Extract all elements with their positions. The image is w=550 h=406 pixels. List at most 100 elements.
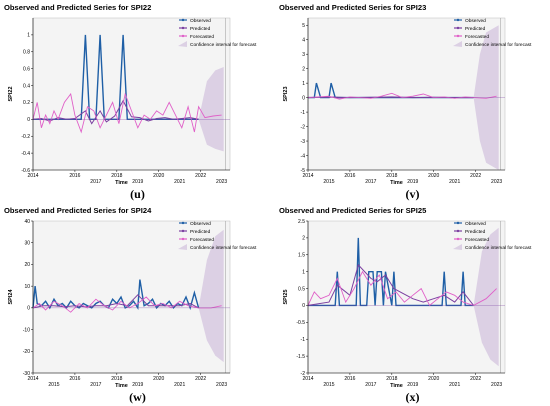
x-tick-label: 2021 xyxy=(174,382,185,388)
legend-marker-predicted xyxy=(181,229,185,233)
x-tick-label: 2021 xyxy=(174,179,185,185)
x-axis-label: Time xyxy=(390,383,403,389)
x-tick-label: 2019 xyxy=(132,179,143,185)
y-tick-label: -2 xyxy=(301,371,306,377)
chart-canvas-spi23: -5 -4 -3 -2 -1 0 1 2 3 4 5 2014 2016 2018 2020 2022 2015… xyxy=(283,17,532,186)
legend-label: Forecasted xyxy=(465,34,489,40)
x-tick-label: 2019 xyxy=(407,382,418,388)
x-tick-label: 2023 xyxy=(216,179,227,185)
plot-area xyxy=(307,17,506,171)
x-tick-label: 2021 xyxy=(449,382,460,388)
legend-marker-forecasted xyxy=(456,34,460,38)
y-tick-label: 2 xyxy=(302,236,305,242)
y-tick-label: 0 xyxy=(27,117,30,123)
y-tick-label: 0.2 xyxy=(23,100,30,106)
x-tick-label: 2015 xyxy=(323,179,334,185)
y-tick-label: -5 xyxy=(301,168,306,174)
series-line-observed xyxy=(32,279,200,311)
series-line-predicted xyxy=(32,294,199,309)
panel-label: (u) xyxy=(130,187,145,201)
y-tick-label: 4 xyxy=(302,38,305,44)
y-tick-label: 1.5 xyxy=(298,253,305,259)
x-axis-label: Time xyxy=(115,383,128,389)
y-axis-label: SPI23 xyxy=(283,87,289,102)
series-line-forecasted xyxy=(307,92,497,100)
x-tick-label: 2023 xyxy=(491,382,502,388)
chart-panel-spi23: Observed and Predicted Series for SPI23 … xyxy=(275,0,550,203)
chart-title: Observed and Predicted Series for SPI25 xyxy=(279,206,427,215)
y-tick-label: -1 xyxy=(301,337,306,343)
series-line-forecasted xyxy=(32,92,222,134)
x-tick-label: 2015 xyxy=(48,382,59,388)
legend-marker-observed xyxy=(181,221,185,225)
chart-title: Observed and Predicted Series for SPI23 xyxy=(279,3,427,12)
legend-swatch-confidence xyxy=(453,244,462,250)
legend-label: Predicted xyxy=(190,229,211,235)
legend-marker-forecasted xyxy=(181,34,185,38)
chart-title: Observed and Predicted Series for SPI22 xyxy=(4,3,152,12)
legend-label: Forecasted xyxy=(465,237,489,243)
y-tick-label: -4 xyxy=(301,153,306,159)
y-tick-label: 30 xyxy=(24,241,30,247)
confidence-band xyxy=(473,227,499,367)
x-tick-label: 2017 xyxy=(365,179,376,185)
y-tick-label: -2 xyxy=(301,124,306,130)
chart-panel-spi25: Observed and Predicted Series for SPI25 … xyxy=(275,203,550,406)
x-tick-label: 2022 xyxy=(470,376,481,382)
x-tick-label: 2022 xyxy=(470,173,481,179)
legend-marker-observed xyxy=(181,18,185,22)
y-tick-label: -20 xyxy=(23,349,30,355)
x-tick-label: 2020 xyxy=(153,376,164,382)
legend-swatch-confidence xyxy=(453,41,462,47)
x-tick-label: 2020 xyxy=(153,173,164,179)
x-tick-label: 2022 xyxy=(195,173,206,179)
y-tick-label: -3 xyxy=(301,139,306,145)
chart-canvas-spi22: -0.6 -0.4 -0.2 0 0.2 0.4 0.6 0.8 1 2014 2016 2018 20… xyxy=(8,17,257,186)
legend-label: Observed xyxy=(465,18,486,24)
x-tick-label: 2015 xyxy=(323,382,334,388)
y-tick-label: -0.6 xyxy=(21,168,30,174)
legend-label: Observed xyxy=(190,221,211,227)
legend-label: Confidence interval for forecast xyxy=(190,245,257,251)
y-axis-label: SPI22 xyxy=(8,87,14,102)
y-tick-label: 2 xyxy=(302,66,305,72)
x-tick-label: 2018 xyxy=(386,376,397,382)
y-tick-label: 1 xyxy=(27,33,30,39)
legend-label: Confidence interval for forecast xyxy=(465,245,532,251)
x-tick-label: 2023 xyxy=(216,382,227,388)
confidence-band xyxy=(198,229,224,363)
y-tick-label: 0.6 xyxy=(23,66,30,72)
panel-label: (w) xyxy=(129,390,146,404)
legend-marker-predicted xyxy=(456,229,460,233)
y-tick-label: 0 xyxy=(302,303,305,309)
x-axis-label: Time xyxy=(390,180,403,186)
x-tick-label: 2017 xyxy=(90,382,101,388)
panel-label: (v) xyxy=(405,187,420,201)
legend-label: Observed xyxy=(465,221,486,227)
x-axis-label: Time xyxy=(115,180,128,186)
plot-area xyxy=(307,220,506,374)
panel-label: (x) xyxy=(405,390,420,404)
chart-canvas-spi25: -2 -1.5 -1 -0.5 0 0.5 1 1.5 2 2.5 2014 2016 2018 2020… xyxy=(283,219,532,389)
legend-label: Confidence interval for forecast xyxy=(190,42,257,48)
series-line-predicted xyxy=(32,99,199,125)
legend-marker-observed xyxy=(456,221,460,225)
y-tick-label: 0.4 xyxy=(23,83,30,89)
legend-label: Predicted xyxy=(465,229,486,235)
x-tick-label: 2018 xyxy=(111,173,122,179)
legend-marker-forecasted xyxy=(456,237,460,241)
y-tick-label: -1.5 xyxy=(296,354,305,360)
legend-marker-forecasted xyxy=(181,237,185,241)
y-tick-label: 1 xyxy=(302,81,305,87)
x-tick-label: 2016 xyxy=(69,376,80,382)
x-tick-label: 2014 xyxy=(302,173,313,179)
x-tick-label: 2018 xyxy=(111,376,122,382)
series-line-observed xyxy=(33,34,199,121)
legend-label: Observed xyxy=(190,18,211,24)
chart-canvas-spi24: -30 -20 -10 0 10 20 30 40 2014 2016 2018 2020 2022 20… xyxy=(8,219,257,389)
legend-label: Predicted xyxy=(465,26,486,32)
plot-area xyxy=(32,220,231,374)
y-tick-label: 10 xyxy=(24,284,30,290)
y-tick-label: -10 xyxy=(23,327,30,333)
plot-area xyxy=(32,17,231,171)
